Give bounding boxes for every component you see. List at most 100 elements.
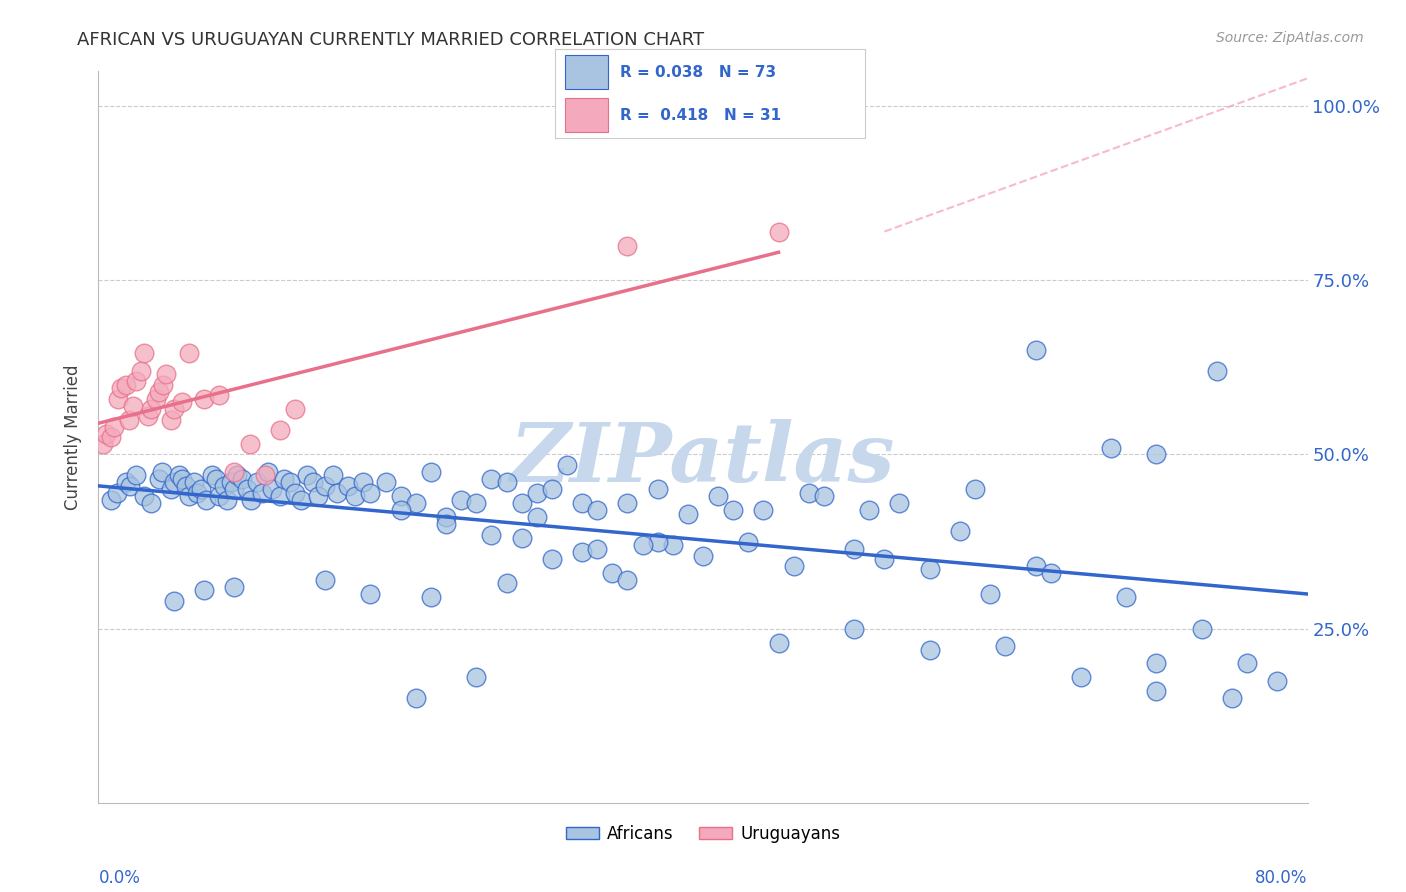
Point <box>495 576 517 591</box>
Point <box>949 524 972 538</box>
Point <box>783 558 806 573</box>
Point <box>221 475 243 490</box>
Point <box>647 483 669 497</box>
Point <box>125 468 148 483</box>
Y-axis label: Currently Married: Currently Married <box>65 364 83 510</box>
Point <box>163 402 186 417</box>
Point <box>844 541 866 556</box>
Point <box>160 412 183 426</box>
Point <box>91 437 114 451</box>
Point <box>201 468 224 483</box>
Point <box>269 489 291 503</box>
Point <box>979 587 1001 601</box>
Point <box>110 381 132 395</box>
Point <box>326 485 349 500</box>
Point <box>179 346 201 360</box>
Text: 80.0%: 80.0% <box>1256 869 1308 887</box>
Point <box>141 402 163 417</box>
Point <box>235 483 257 497</box>
Point <box>302 475 325 490</box>
Point <box>1267 673 1289 688</box>
Point <box>420 465 443 479</box>
Point <box>1115 591 1137 605</box>
Point <box>174 479 197 493</box>
Point <box>105 485 128 500</box>
Point <box>918 642 941 657</box>
Point <box>723 503 745 517</box>
Point <box>226 468 249 483</box>
Point <box>420 591 443 605</box>
Point <box>737 534 759 549</box>
Point <box>1070 670 1092 684</box>
Point <box>183 475 205 490</box>
Point <box>1039 566 1062 580</box>
Point <box>256 465 278 479</box>
Point <box>571 496 593 510</box>
Point <box>148 472 170 486</box>
Point <box>389 489 412 503</box>
Point <box>170 472 193 486</box>
Point <box>405 496 427 510</box>
Point <box>540 483 562 497</box>
Point <box>510 496 533 510</box>
Legend: Africans, Uruguayans: Africans, Uruguayans <box>558 818 848 849</box>
Point <box>246 475 269 490</box>
Point <box>1206 364 1229 378</box>
Point <box>273 472 295 486</box>
Point <box>631 538 654 552</box>
Point <box>434 510 457 524</box>
Point <box>295 468 318 483</box>
Text: ZIPatlas: ZIPatlas <box>510 419 896 499</box>
Point <box>100 430 122 444</box>
Point <box>481 472 503 486</box>
Point <box>205 472 228 486</box>
Point <box>616 238 638 252</box>
Point <box>170 395 193 409</box>
Point <box>284 485 307 500</box>
Point <box>129 364 152 378</box>
Point <box>100 492 122 507</box>
Point <box>844 622 866 636</box>
Point <box>269 423 291 437</box>
Point <box>405 691 427 706</box>
Point <box>179 489 201 503</box>
Point <box>186 485 208 500</box>
Point <box>148 384 170 399</box>
Point <box>103 419 125 434</box>
Point <box>193 392 215 406</box>
Point <box>602 566 624 580</box>
Point <box>1024 343 1046 357</box>
Point <box>797 485 820 500</box>
Point <box>813 489 835 503</box>
Point <box>1146 684 1168 698</box>
Point <box>167 468 190 483</box>
Point <box>661 538 683 552</box>
FancyBboxPatch shape <box>565 98 607 132</box>
Point <box>190 483 212 497</box>
Point <box>215 492 238 507</box>
Point <box>163 594 186 608</box>
Point <box>360 485 382 500</box>
Point <box>873 552 896 566</box>
Point <box>224 465 246 479</box>
Point <box>250 485 273 500</box>
Point <box>526 485 548 500</box>
Point <box>465 496 488 510</box>
Text: Source: ZipAtlas.com: Source: ZipAtlas.com <box>1216 31 1364 45</box>
Point <box>212 479 235 493</box>
Point <box>360 587 382 601</box>
Point <box>208 388 231 402</box>
Point <box>768 225 790 239</box>
Point <box>314 573 336 587</box>
Point <box>540 552 562 566</box>
Point <box>284 402 307 417</box>
Point <box>125 375 148 389</box>
Point <box>132 489 155 503</box>
Point <box>120 479 142 493</box>
Point <box>107 392 129 406</box>
Text: R =  0.418   N = 31: R = 0.418 N = 31 <box>620 108 782 122</box>
Text: 0.0%: 0.0% <box>98 869 141 887</box>
Point <box>434 517 457 532</box>
Point <box>1146 657 1168 671</box>
Point <box>122 399 145 413</box>
